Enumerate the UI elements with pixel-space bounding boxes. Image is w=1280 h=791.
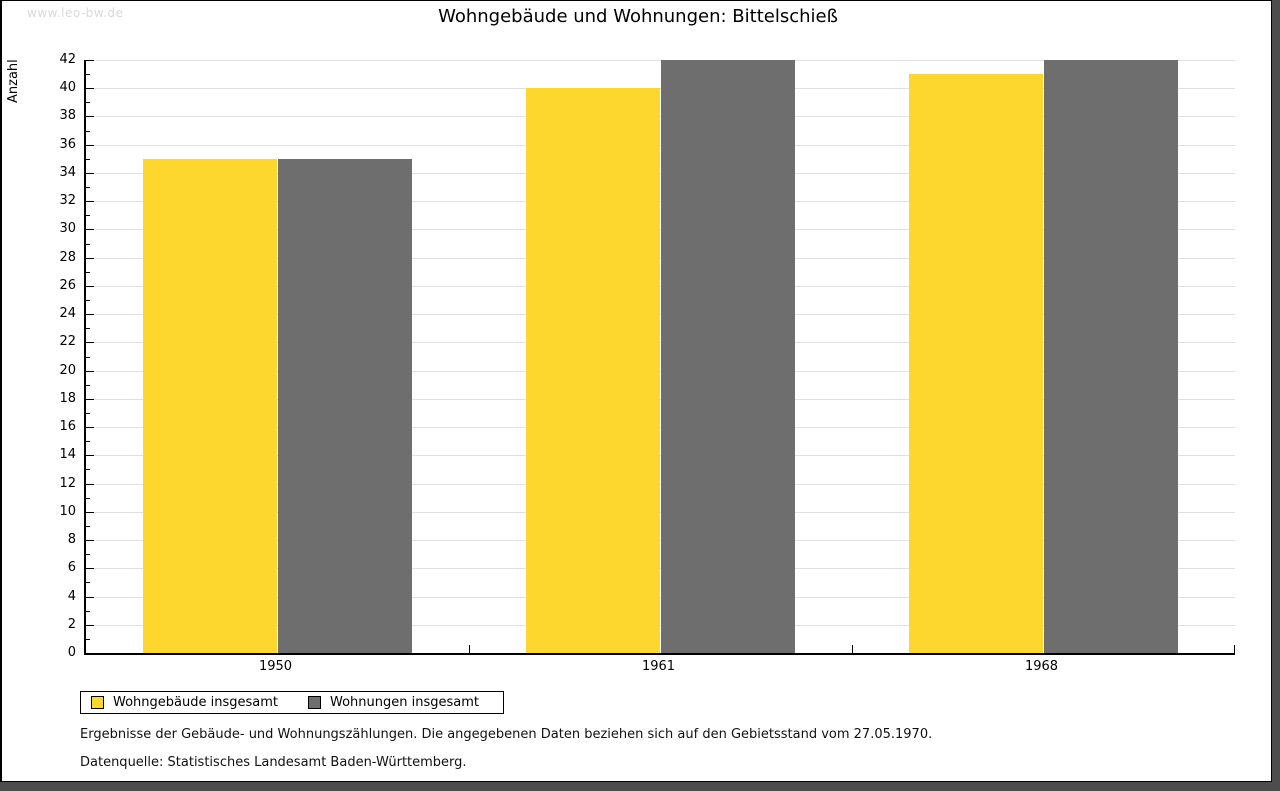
y-major-tick-6	[86, 568, 94, 570]
y-major-tick-8	[86, 540, 94, 542]
y-major-tick-20	[86, 370, 94, 372]
legend: Wohngebäude insgesamt Wohnungen insgesam…	[80, 691, 504, 714]
y-tick-label-34: 34	[59, 164, 76, 180]
bar-wohnungen-1961	[660, 60, 795, 653]
y-major-tick-22	[86, 342, 94, 344]
y-tick-label-18: 18	[59, 390, 76, 406]
y-minor-tick-33	[86, 187, 90, 189]
y-minor-tick-39	[86, 102, 90, 104]
x-boundary-tick-1	[469, 645, 470, 653]
legend-entry-wohngebaeude: Wohngebäude insgesamt	[91, 695, 278, 710]
y-major-tick-18	[86, 398, 94, 400]
y-minor-tick-31	[86, 215, 90, 217]
y-tick-label-16: 16	[59, 419, 76, 435]
y-major-tick-2	[86, 624, 94, 626]
y-minor-tick-17	[86, 412, 90, 414]
y-major-tick-14	[86, 455, 94, 457]
chart-title: Wohngebäude und Wohnungen: Bittelschieß	[438, 6, 838, 27]
y-major-tick-30	[86, 229, 94, 231]
y-major-tick-28	[86, 257, 94, 259]
x-boundary-tick-2	[852, 645, 853, 653]
y-minor-tick-15	[86, 441, 90, 443]
y-major-tick-38	[86, 116, 94, 118]
y-tick-label-40: 40	[59, 80, 76, 96]
legend-label-wohnungen: Wohnungen insgesamt	[330, 695, 479, 710]
y-minor-tick-35	[86, 158, 90, 160]
page-shadow-right	[1272, 0, 1280, 791]
y-minor-tick-13	[86, 469, 90, 471]
bar-wohnungen-1968	[1043, 60, 1178, 653]
bar-wohnungen-1950	[277, 158, 412, 653]
y-major-tick-24	[86, 314, 94, 316]
y-tick-label-10: 10	[59, 503, 76, 519]
y-tick-label-36: 36	[59, 136, 76, 152]
y-major-tick-42	[86, 60, 94, 61]
y-tick-label-26: 26	[59, 277, 76, 293]
y-major-tick-12	[86, 483, 94, 485]
y-tick-label-20: 20	[59, 362, 76, 378]
y-minor-tick-37	[86, 130, 90, 132]
x-tick-label-1961: 1961	[641, 659, 676, 674]
y-tick-label-30: 30	[59, 221, 76, 237]
bar-wohngebaeude-1961	[526, 88, 661, 653]
y-tick-label-22: 22	[59, 334, 76, 350]
y-major-tick-40	[86, 88, 94, 90]
x-tick-label-1968: 1968	[1024, 659, 1059, 674]
y-tick-label-2: 2	[67, 616, 76, 632]
watermark: www.leo-bw.de	[27, 6, 124, 20]
bar-wohngebaeude-1968	[909, 74, 1044, 653]
y-tick-label-6: 6	[67, 560, 76, 576]
y-major-tick-4	[86, 596, 94, 598]
y-major-tick-34	[86, 172, 94, 174]
y-minor-tick-27	[86, 271, 90, 273]
y-minor-tick-21	[86, 356, 90, 358]
y-tick-label-28: 28	[59, 249, 76, 265]
y-minor-tick-3	[86, 610, 90, 612]
x-boundary-tick-3	[1234, 645, 1235, 653]
y-tick-label-38: 38	[59, 108, 76, 124]
y-minor-tick-1	[86, 638, 90, 640]
y-tick-label-32: 32	[59, 193, 76, 209]
footnote-data-source: Datenquelle: Statistisches Landesamt Bad…	[80, 755, 467, 770]
page-shadow-bottom	[0, 782, 1272, 791]
y-major-tick-16	[86, 427, 94, 429]
y-tick-label-8: 8	[67, 532, 76, 548]
y-axis-title: Anzahl	[6, 59, 21, 103]
x-tick-label-1950: 1950	[258, 659, 293, 674]
footnote-source-note: Ergebnisse der Gebäude- und Wohnungszähl…	[80, 727, 933, 742]
y-minor-tick-5	[86, 582, 90, 584]
legend-label-wohngebaeude: Wohngebäude insgesamt	[113, 695, 278, 710]
y-tick-label-24: 24	[59, 306, 76, 322]
y-minor-tick-41	[86, 74, 90, 76]
y-major-tick-10	[86, 511, 94, 513]
y-major-tick-36	[86, 144, 94, 146]
y-tick-label-42: 42	[59, 52, 76, 67]
y-tick-label-14: 14	[59, 447, 76, 463]
bar-wohngebaeude-1950	[143, 158, 278, 653]
y-tick-label-4: 4	[67, 588, 76, 604]
y-major-tick-26	[86, 285, 94, 287]
y-minor-tick-19	[86, 384, 90, 386]
y-tick-label-0: 0	[67, 645, 76, 660]
y-minor-tick-9	[86, 525, 90, 527]
y-minor-tick-7	[86, 554, 90, 556]
y-minor-tick-23	[86, 328, 90, 330]
plot-area	[84, 60, 1235, 655]
y-minor-tick-11	[86, 497, 90, 499]
y-major-tick-32	[86, 201, 94, 203]
legend-entry-wohnungen: Wohnungen insgesamt	[308, 695, 479, 710]
y-tick-label-12: 12	[59, 475, 76, 491]
y-minor-tick-25	[86, 300, 90, 302]
legend-swatch-wohnungen	[308, 696, 321, 709]
legend-swatch-wohngebaeude	[91, 696, 104, 709]
y-minor-tick-29	[86, 243, 90, 245]
